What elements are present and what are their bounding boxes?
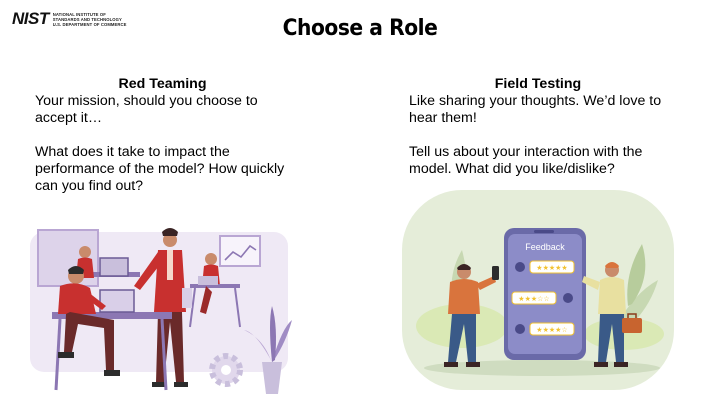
nist-logo-text: NATIONAL INSTITUTE OF STANDARDS AND TECH… xyxy=(53,12,127,27)
review-card: ★★★★☆ xyxy=(515,322,575,336)
field-testing-text-line: Tell us about your interaction with the xyxy=(409,144,643,160)
red-teaming-text-line: performance of the model? How quickly xyxy=(35,161,285,177)
field-testing-text-line: Like sharing your thoughts. We’d love to xyxy=(409,93,662,109)
plant-pot xyxy=(262,362,282,394)
standing-man-head xyxy=(163,233,177,247)
office-team-illustration xyxy=(30,228,292,394)
feedback-illustration: Feedback ★★★★★ ★★★☆☆ ★★★★☆ xyxy=(402,190,674,390)
wall-chart-line xyxy=(224,244,257,261)
svg-text:★★★★☆: ★★★★☆ xyxy=(536,326,567,334)
svg-text:★★★☆☆: ★★★☆☆ xyxy=(518,295,549,303)
front-monitor xyxy=(99,289,135,313)
standing-man-jacket xyxy=(154,250,186,312)
nist-logo: NIST NATIONAL INSTITUTE OF STANDARDS AND… xyxy=(12,9,127,29)
red-teaming-heading: Red Teaming xyxy=(118,76,207,92)
seated-man-legs xyxy=(64,312,114,370)
front-desk xyxy=(52,312,172,319)
red-teaming-text-line: can you find out? xyxy=(35,178,144,194)
red-teaming-text-line: Your mission, should you choose to xyxy=(35,93,258,109)
field-testing-text-line: hear them! xyxy=(409,110,477,126)
field-testing-text-line: model. What did you like/dislike? xyxy=(409,161,615,177)
right-man-shirt xyxy=(598,277,626,314)
review-card: ★★★☆☆ xyxy=(511,291,573,305)
review-card: ★★★★★ xyxy=(515,260,575,274)
phone-feedback-label: Feedback xyxy=(525,242,565,252)
right-desk xyxy=(190,284,240,288)
nist-logo-line-2: STANDARDS AND TECHNOLOGY xyxy=(52,16,122,22)
standing-man-arm xyxy=(134,252,162,290)
nist-logo-mark: NIST xyxy=(12,9,49,28)
right-laptop xyxy=(198,276,218,285)
right-man-legs xyxy=(598,314,624,362)
plant-leaf xyxy=(272,320,292,362)
woman-back-head xyxy=(79,246,91,258)
left-man-legs xyxy=(448,314,476,362)
wall-chart xyxy=(219,235,261,267)
red-teaming-text-line: accept it… xyxy=(35,110,103,126)
plant-leaf xyxy=(270,306,276,362)
left-man-phone xyxy=(492,266,499,280)
svg-text:★★★★★: ★★★★★ xyxy=(536,264,567,272)
nist-logo-line-3: U.S. DEPARTMENT OF COMMERCE xyxy=(52,21,127,27)
left-man-jacket xyxy=(448,279,480,314)
red-teaming-text-line: What does it take to impact the xyxy=(35,144,230,160)
seated-man-body xyxy=(58,283,96,314)
nist-logo-line-1: NATIONAL INSTITUTE OF xyxy=(52,11,106,17)
briefcase xyxy=(622,318,642,333)
folder xyxy=(182,288,192,308)
plant-leaf xyxy=(627,244,646,306)
back-monitor xyxy=(99,257,129,277)
page-title: Choose a Role xyxy=(282,16,438,41)
woman-right-legs xyxy=(200,286,212,314)
field-testing-column: Field Testing Like sharing your thoughts… xyxy=(409,76,709,178)
red-teaming-column: Red Teaming Your mission, should you cho… xyxy=(35,76,335,195)
woman-right-head xyxy=(205,253,217,265)
field-testing-heading: Field Testing xyxy=(494,76,582,92)
